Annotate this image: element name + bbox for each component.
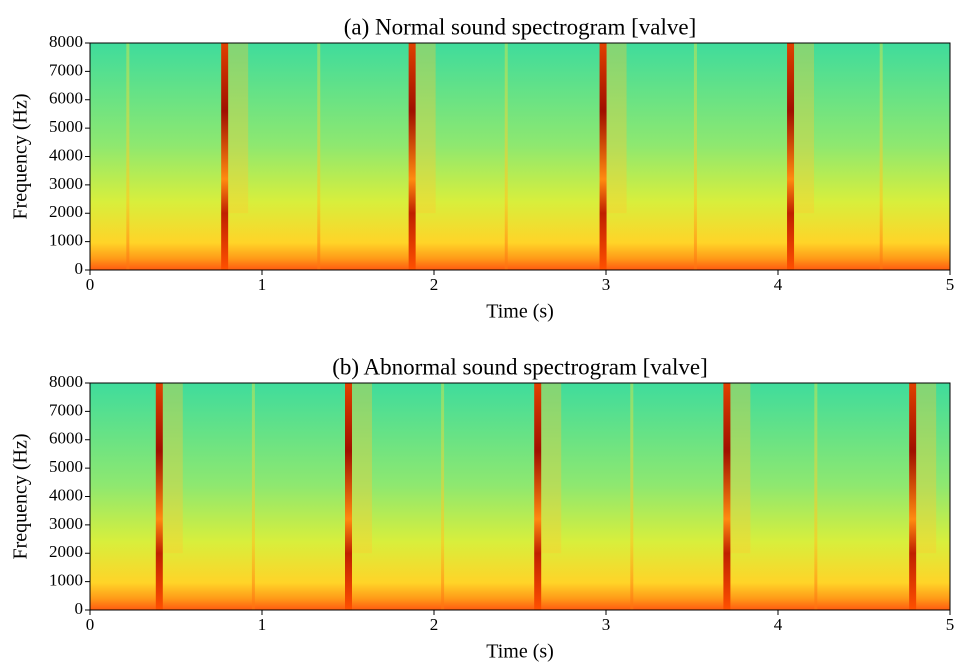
weak-event: [317, 43, 321, 270]
strong-event: [599, 43, 607, 270]
y-tick-label: 8000: [49, 372, 83, 391]
weak-event: [693, 43, 697, 270]
spectrogram-image: [90, 43, 950, 270]
y-tick-label: 7000: [49, 60, 83, 79]
strong-event: [534, 383, 542, 610]
weak-event: [504, 43, 508, 270]
x-tick-label: 1: [258, 615, 267, 634]
x-tick-label: 1: [258, 275, 267, 294]
x-axis-label: Time (s): [486, 641, 554, 663]
x-tick-label: 0: [86, 615, 95, 634]
y-tick-label: 8000: [49, 32, 83, 51]
y-tick-label: 3000: [49, 514, 83, 533]
weak-event: [630, 383, 634, 610]
y-tick-label: 3000: [49, 174, 83, 193]
strong-event: [155, 383, 163, 610]
y-tick-label: 6000: [49, 89, 83, 108]
strong-event: [723, 383, 731, 610]
weak-event: [441, 383, 445, 610]
x-tick-label: 2: [430, 615, 439, 634]
x-tick-label: 3: [602, 275, 611, 294]
strong-event: [909, 383, 917, 610]
strong-event: [345, 383, 352, 610]
y-axis-label: Frequency (Hz): [10, 433, 32, 559]
y-tick-label: 5000: [49, 117, 83, 136]
spectrogram-image: [90, 383, 950, 610]
strong-event: [787, 43, 795, 270]
x-tick-label: 3: [602, 615, 611, 634]
x-tick-label: 4: [774, 275, 783, 294]
y-tick-label: 5000: [49, 457, 83, 476]
y-tick-label: 4000: [49, 485, 83, 504]
x-tick-label: 2: [430, 275, 439, 294]
weak-event: [879, 43, 883, 270]
strong-event: [221, 43, 229, 270]
y-tick-label: 2000: [49, 542, 83, 561]
y-tick-label: 4000: [49, 145, 83, 164]
y-tick-label: 6000: [49, 429, 83, 448]
x-tick-label: 5: [946, 275, 955, 294]
weak-event: [814, 383, 818, 610]
y-tick-label: 1000: [49, 231, 83, 250]
x-tick-label: 4: [774, 615, 783, 634]
y-axis-label: Frequency (Hz): [10, 93, 32, 219]
x-axis-label: Time (s): [486, 301, 554, 323]
y-tick-label: 0: [75, 259, 84, 278]
strong-event: [408, 43, 416, 270]
weak-event: [251, 383, 255, 610]
y-tick-label: 1000: [49, 571, 83, 590]
chart-title: (a) Normal sound spectrogram [valve]: [344, 14, 697, 39]
y-tick-label: 0: [75, 599, 84, 618]
x-tick-label: 5: [946, 615, 955, 634]
y-tick-label: 7000: [49, 400, 83, 419]
x-tick-label: 0: [86, 275, 95, 294]
chart-title: (b) Abnormal sound spectrogram [valve]: [332, 354, 708, 379]
weak-event: [126, 43, 130, 270]
y-tick-label: 2000: [49, 202, 83, 221]
